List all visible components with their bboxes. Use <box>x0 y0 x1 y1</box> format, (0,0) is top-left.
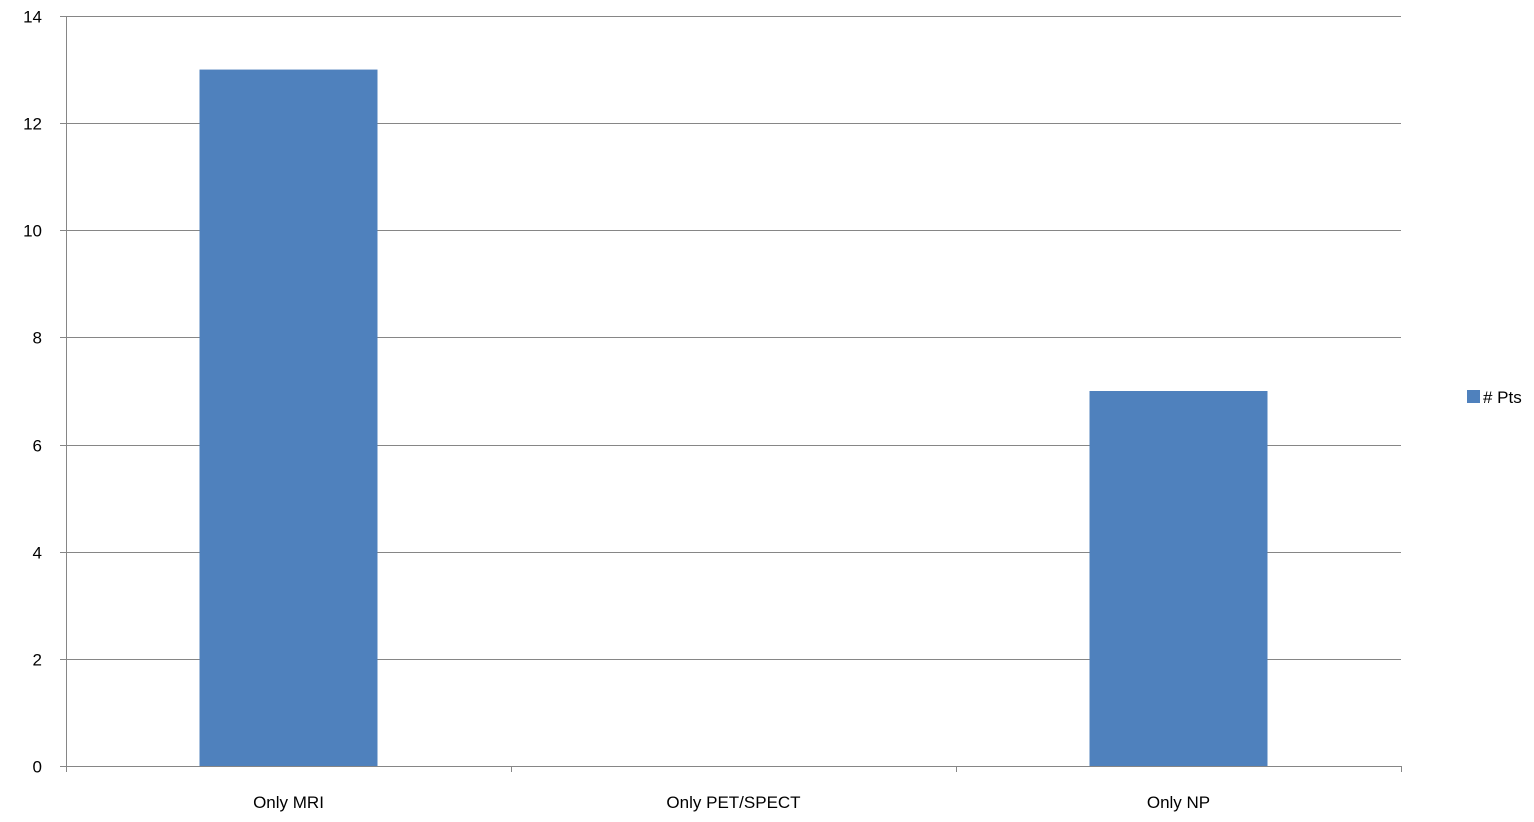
bar-0 <box>199 69 378 767</box>
y-tick-label: 6 <box>33 437 42 456</box>
y-tick-label: 4 <box>33 544 42 563</box>
y-tick-label: 10 <box>23 222 42 241</box>
legend: # Pts <box>1467 388 1522 407</box>
y-tick-label: 14 <box>23 8 42 27</box>
axes: 0 2 4 6 8 10 12 14 Only MRI Only PET/SPECT Only NP <box>23 8 1402 812</box>
y-tick-label: 12 <box>23 115 42 134</box>
x-tick-label: Only PET/SPECT <box>666 793 800 812</box>
x-tick-label: Only NP <box>1147 793 1210 812</box>
y-tick-label: 0 <box>33 758 42 777</box>
legend-label: # Pts <box>1483 388 1522 407</box>
legend-swatch <box>1467 390 1480 403</box>
x-tick-label: Only MRI <box>253 793 324 812</box>
bars <box>199 69 1268 767</box>
y-tick-label: 2 <box>33 651 42 670</box>
y-tick-label: 8 <box>33 329 42 348</box>
bar-2 <box>1089 391 1268 766</box>
